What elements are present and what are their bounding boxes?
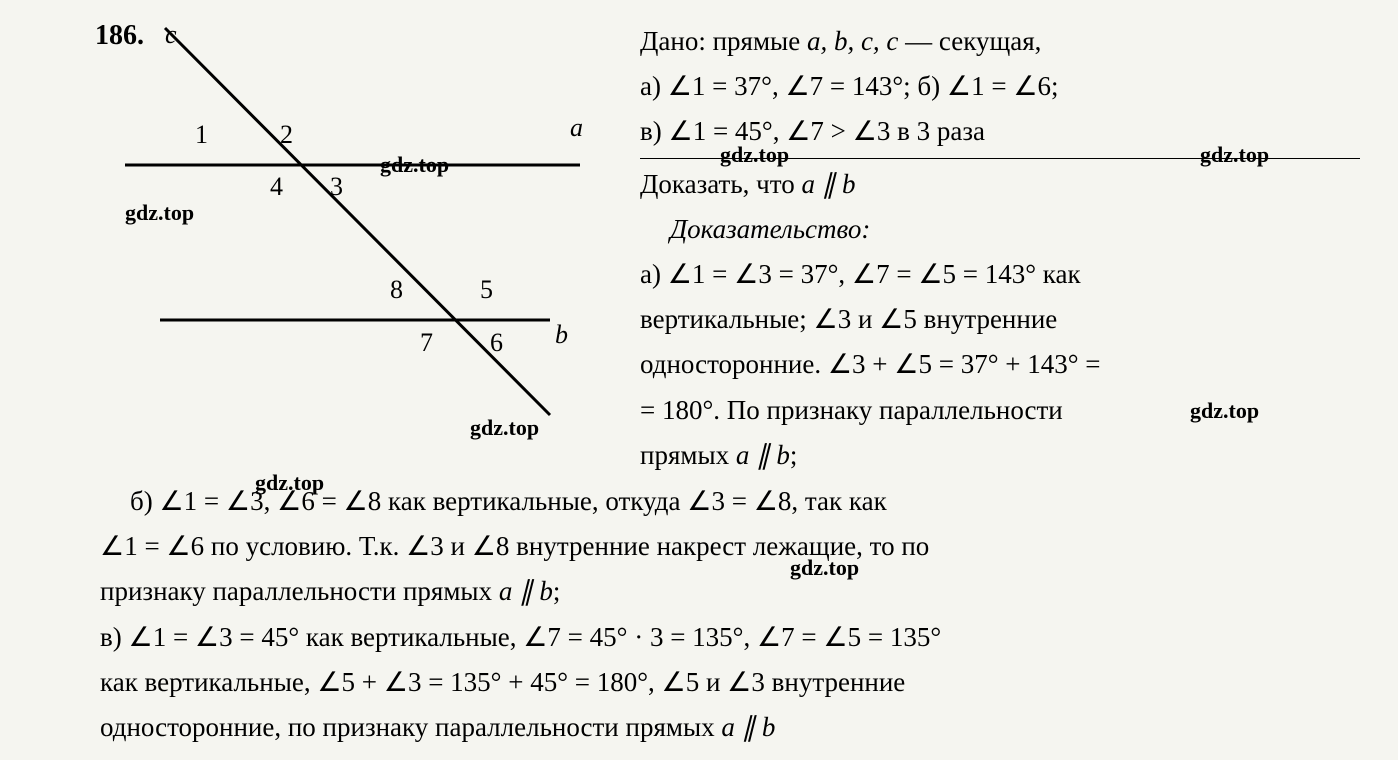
angle-4: 4 <box>270 172 283 202</box>
given-secant: — секущая, <box>898 26 1041 56</box>
label-b: b <box>555 320 568 350</box>
watermark-1: gdz.top <box>380 152 449 178</box>
angle-7: 7 <box>420 328 433 358</box>
given-case-ab: а) ∠1 = 37°, ∠7 = 143°; б) ∠1 = ∠6; <box>640 65 1360 108</box>
watermark-3: gdz.top <box>720 142 789 168</box>
prove-statement: a ∥ b <box>801 169 855 199</box>
proof-a-1: а) ∠1 = ∠3 = 37°, ∠7 = ∠5 = 143° как <box>640 253 1360 296</box>
angle-3: 3 <box>330 172 343 202</box>
watermark-4: gdz.top <box>1200 142 1269 168</box>
proof-b-3: признаку параллельности прямых a ∥ b; <box>100 570 1360 613</box>
label-a: a <box>570 113 583 143</box>
proof-a-5: прямых a ∥ b; <box>640 434 1360 477</box>
watermark-5: gdz.top <box>470 415 539 441</box>
watermark-2: gdz.top <box>125 200 194 226</box>
angle-8: 8 <box>390 275 403 305</box>
angle-6: 6 <box>490 328 503 358</box>
given-lines: a, b, c, c <box>807 26 898 56</box>
watermark-7: gdz.top <box>255 470 324 496</box>
angle-2: 2 <box>280 120 293 150</box>
proof-c-1: в) ∠1 = ∠3 = 45° как вертикальные, ∠7 = … <box>100 616 1360 659</box>
watermark-8: gdz.top <box>790 555 859 581</box>
watermark-6: gdz.top <box>1190 398 1259 424</box>
proof-title: Доказательство: <box>640 208 1360 251</box>
prove-line: Доказать, что a ∥ b <box>640 163 1360 206</box>
angle-1: 1 <box>195 120 208 150</box>
proof-b-2: ∠1 = ∠6 по условию. Т.к. ∠3 и ∠8 внутрен… <box>100 525 1360 568</box>
label-c: c <box>165 20 177 50</box>
proof-a-2: вертикальные; ∠3 и ∠5 внутренние <box>640 298 1360 341</box>
given-line-1: Дано: прямые a, b, c, c — секущая, <box>640 20 1360 63</box>
given-intro: Дано: прямые <box>640 26 807 56</box>
prove-label: Доказать, что <box>640 169 801 199</box>
proof-c-3: односторонние, по признаку параллельност… <box>100 706 1360 749</box>
bottom-text-block: б) ∠1 = ∠3, ∠6 = ∠8 как вертикальные, от… <box>100 480 1360 751</box>
angle-5: 5 <box>480 275 493 305</box>
proof-c-2: как вертикальные, ∠5 + ∠3 = 135° + 45° =… <box>100 661 1360 704</box>
proof-a-3: односторонние. ∠3 + ∠5 = 37° + 143° = <box>640 343 1360 386</box>
